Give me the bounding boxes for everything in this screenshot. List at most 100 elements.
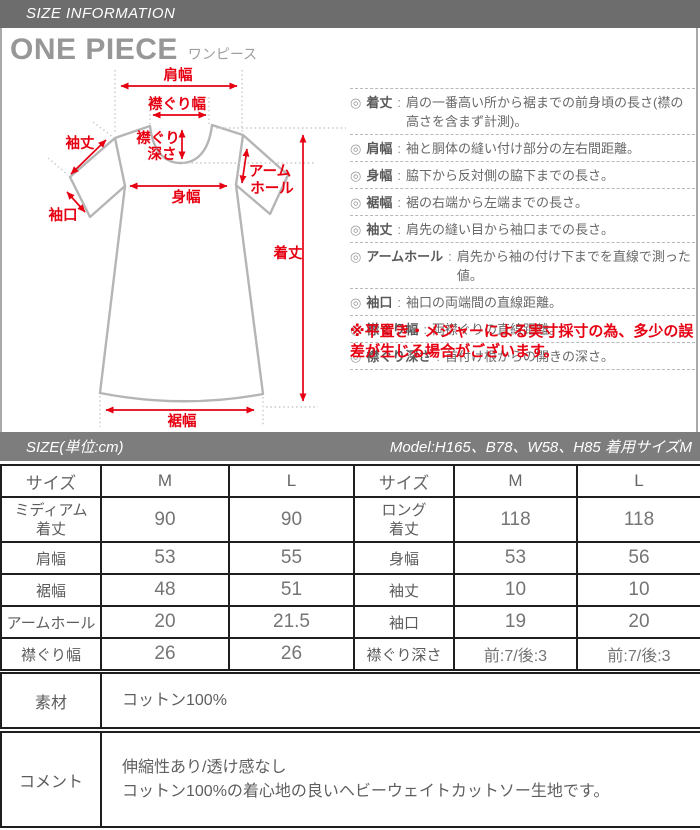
definition-term: 襟ぐり幅 [366,322,419,337]
header-size-m: M [100,464,230,498]
value-l: 10 [576,573,700,607]
definition-term: 肩幅 [366,141,393,156]
label-total-length: 着丈 [273,244,303,262]
left-edge-rule [0,28,2,432]
definition-description: 肩先から袖の付け下までを直線で測った値。 [456,249,691,283]
bullet-icon: ◎ [350,95,362,110]
size-table: サイズ M L サイズ M L ミディアム 着丈 90 90 ロング 着丈 118 … [0,464,700,671]
definition-description: 袖と胴体の縫い付け部分の左右間距離。 [405,141,640,156]
label-hem-width: 裾幅 [168,412,197,430]
value-l: 21.5 [228,605,355,639]
label-sleeve-length: 袖丈 [66,134,95,152]
page-title-english: ONE PIECE [10,33,178,66]
definition-item: ◎ 身幅 : 脇下から反対側の脇下までの長さ。 [350,162,695,189]
label-neck-width: 襟ぐり幅 [148,95,206,113]
table-row: 素材 コットン100% [0,672,700,729]
definition-term: 袖口 [366,295,393,310]
bullet-icon: ◎ [350,195,362,210]
measurement-arrows [66,82,307,414]
definition-item: ◎ 襟ぐり幅 : 両襟ぐりの直線距離。 [350,316,695,343]
row-label: 裾幅 [0,573,102,607]
definition-item: ◎ 着丈 : 肩の一番高い所から裾までの前身頃の長さ(襟の高さを含まず計測)。 [350,88,695,135]
definition-term: 裾幅 [366,195,393,210]
definition-term: 身幅 [366,168,393,183]
model-info-label: Model:H165、B78、W58、H85 着用サイズM [389,439,692,456]
value-l: 118 [576,496,700,543]
value-m: 19 [453,605,578,639]
definition-item: ◎ 袖口 : 袖口の両端間の直線距離。 [350,289,695,316]
comment-label: コメント [0,731,102,828]
definition-description: 両襟ぐりの直線距離。 [431,322,562,337]
table-row: 襟ぐり幅 26 26 襟ぐり深さ 前:7/後:3 前:7/後:3 [0,637,700,671]
comment-value: 伸縮性あり/透け感なし コットン100%の着心地の良いヘビーウェイトカットソー生… [100,731,700,828]
definition-item: ◎ アームホール : 肩先から袖の付け下までを直線で測った値。 [350,243,695,289]
table-row: コメント 伸縮性あり/透け感なし コットン100%の着心地の良いヘビーウェイトカ… [0,731,700,828]
value-l: 20 [576,605,700,639]
bullet-icon: ◎ [350,295,362,310]
table-row: 裾幅 48 51 袖丈 10 10 [0,573,700,607]
material-table: 素材 コットン100% [0,672,700,729]
definition-description: 袖口の両端間の直線距離。 [405,295,562,310]
table-row: ミディアム 着丈 90 90 ロング 着丈 118 118 [0,496,700,543]
page-title-japanese: ワンピース [187,46,258,62]
label-neck-depth-1: 襟ぐり [136,129,180,147]
definition-description: 裾の右端から左端までの長さ。 [405,195,588,210]
row-label: 襟ぐり深さ [353,637,455,671]
bullet-icon: ◎ [350,222,362,237]
value-m: 118 [453,496,578,543]
material-value: コットン100% [100,672,700,729]
definition-item: ◎ 襟ぐり深さ : 首付け根からの開きの深さ。 [350,343,695,370]
header-size-l: L [576,464,700,498]
header-size-l: L [228,464,355,498]
page-title: ONE PIECE ワンピース [10,33,257,67]
row-label: 袖丈 [353,573,455,607]
definition-description: 肩の一番高い所から裾までの前身頃の長さ(襟の高さを含まず計測)。 [405,95,684,129]
row-label: 袖口 [353,605,455,639]
comment-table: コメント 伸縮性あり/透け感なし コットン100%の着心地の良いヘビーウェイトカ… [0,731,700,828]
header-size-m: M [453,464,578,498]
material-label: 素材 [0,672,102,729]
label-armhole-1: アーム [249,164,291,180]
label-armhole-2: ホール [250,180,294,197]
definition-description: 首付け根からの開きの深さ。 [444,349,614,364]
definition-item: ◎ 裾幅 : 裾の右端から左端までの長さ。 [350,189,695,216]
definition-description: 肩先の縫い目から袖口までの長さ。 [405,222,614,237]
value-m: 48 [100,573,230,607]
value-m: 前:7/後:3 [453,637,578,671]
definition-term: 袖丈 [366,222,393,237]
value-m: 90 [100,496,230,543]
value-l: 前:7/後:3 [576,637,700,671]
row-label: 身幅 [353,541,455,575]
header-size-label: サイズ [0,464,102,498]
value-l: 55 [228,541,355,575]
value-m: 26 [100,637,230,671]
bullet-icon: ◎ [350,349,362,364]
definition-term: 襟ぐり深さ [366,349,432,364]
row-label: ミディアム 着丈 [0,496,102,543]
definition-term: アームホール [366,249,444,264]
header-size-label: サイズ [353,464,455,498]
bullet-icon: ◎ [350,322,362,337]
table-row: 肩幅 53 55 身幅 53 56 [0,541,700,575]
row-label: 襟ぐり幅 [0,637,102,671]
label-body-width: 身幅 [172,188,201,206]
row-label: 肩幅 [0,541,102,575]
label-shoulder-width: 肩幅 [164,66,193,84]
value-l: 51 [228,573,355,607]
right-edge-rule [696,28,698,432]
bullet-icon: ◎ [350,168,362,183]
measurement-disclaimer: ※平置き・メジャーによる実寸採寸の為、多少の誤差が生じる場合がございます。 [350,323,694,360]
table-row: アームホール 20 21.5 袖口 19 20 [0,605,700,639]
size-table-header-row: サイズ M L サイズ M L [0,464,700,498]
definition-item: ◎ 袖丈 : 肩先の縫い目から袖口までの長さ。 [350,216,695,243]
measurement-definitions-list: ◎ 着丈 : 肩の一番高い所から裾までの前身頃の長さ(襟の高さを含まず計測)。 … [350,88,695,370]
definition-description: 脇下から反対側の脇下までの長さ。 [405,168,614,183]
value-l: 90 [228,496,355,543]
dress-outline [68,123,290,403]
definition-term: 着丈 [366,95,393,110]
size-information-bar: SIZE INFORMATION [0,0,700,28]
size-unit-bar: SIZE(単位:cm) Model:H165、B78、W58、H85 着用サイズ… [0,432,700,461]
value-m: 53 [453,541,578,575]
value-l: 26 [228,637,355,671]
